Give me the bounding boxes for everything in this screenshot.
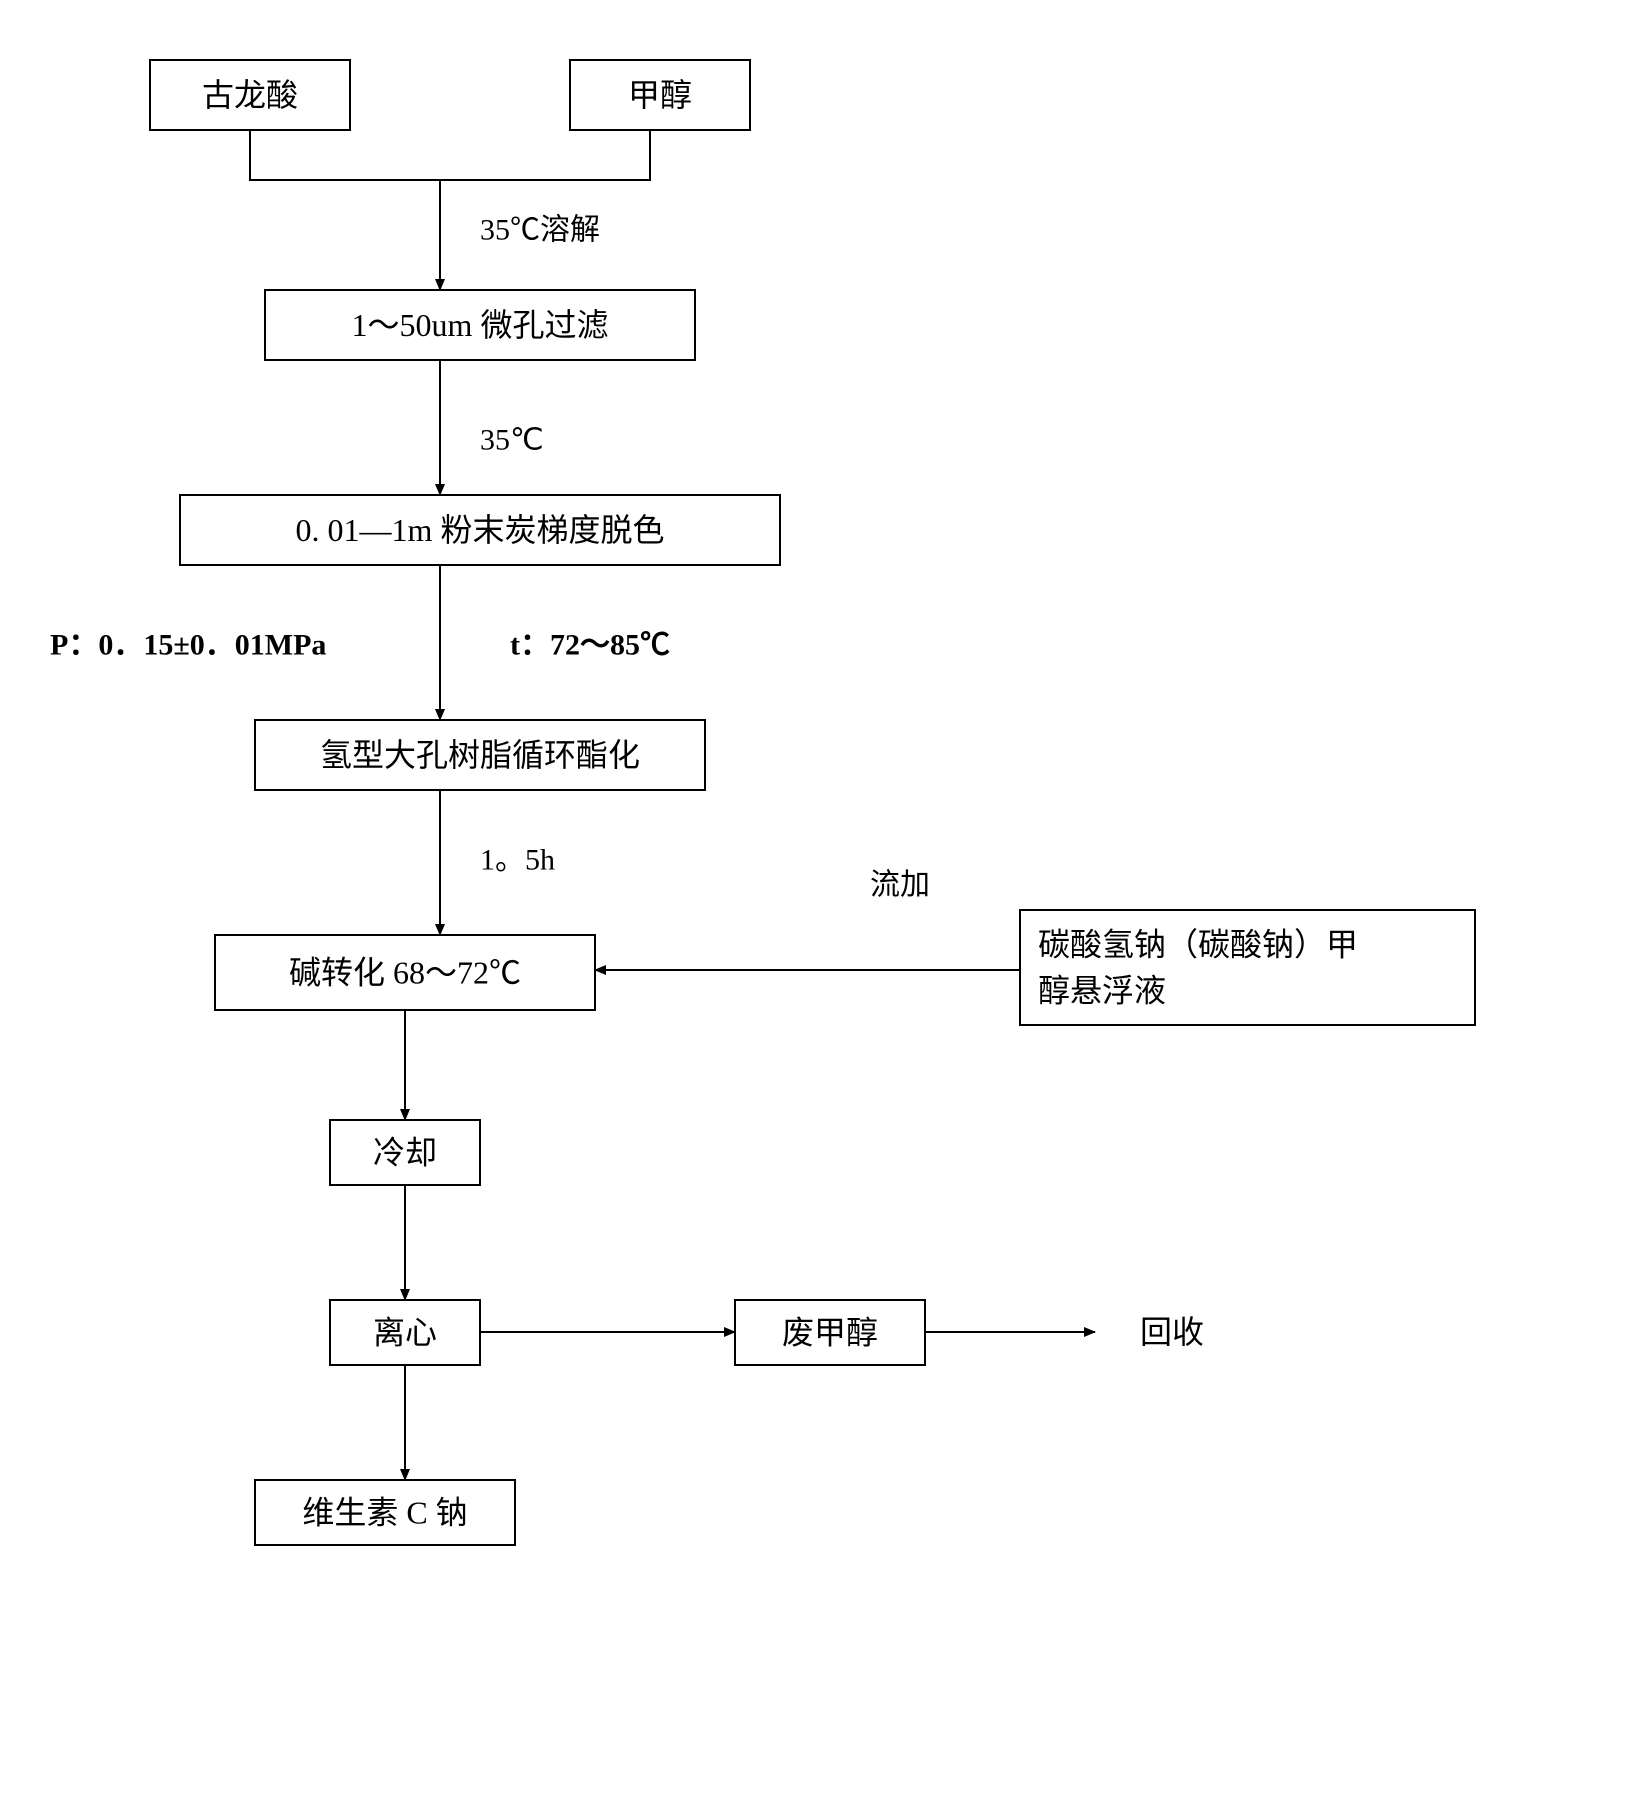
flow-edge-label: 35℃ xyxy=(480,424,544,457)
flow-node-label: 古龙酸 xyxy=(202,77,298,113)
flow-node-label: 离心 xyxy=(373,1315,437,1351)
flow-node-label: 碱转化 68～72℃ xyxy=(289,955,521,991)
flow-node-label: 维生素 C 钠 xyxy=(302,1495,467,1531)
flow-edge-label-right: t：72～85℃ xyxy=(510,629,670,662)
flow-node-label: 冷却 xyxy=(373,1135,437,1171)
flow-edge-label: 流加 xyxy=(870,869,930,902)
flow-edge-label: 35℃溶解 xyxy=(480,214,600,247)
flow-edge-label: 1。5h xyxy=(480,844,555,877)
flowchart-diagram: 35℃溶解 35℃ P：0．15±0．01MPa t：72～85℃ 1。5h 流加 古龙酸 甲… xyxy=(40,40,1587,1760)
flow-node-label: 0. 01—1m 粉末炭梯度脱色 xyxy=(296,512,665,548)
flow-node-label: 甲醇 xyxy=(628,77,692,113)
flow-free-label: 回收 xyxy=(1140,1314,1204,1350)
flow-node-label: 1～50um 微孔过滤 xyxy=(352,307,609,343)
flow-node-label: 废甲醇 xyxy=(782,1315,878,1351)
flow-node-label: 氢型大孔树脂循环酯化 xyxy=(320,737,640,773)
flow-edge xyxy=(250,130,650,180)
flow-edge-label-left: P：0．15±0．01MPa xyxy=(50,629,326,662)
